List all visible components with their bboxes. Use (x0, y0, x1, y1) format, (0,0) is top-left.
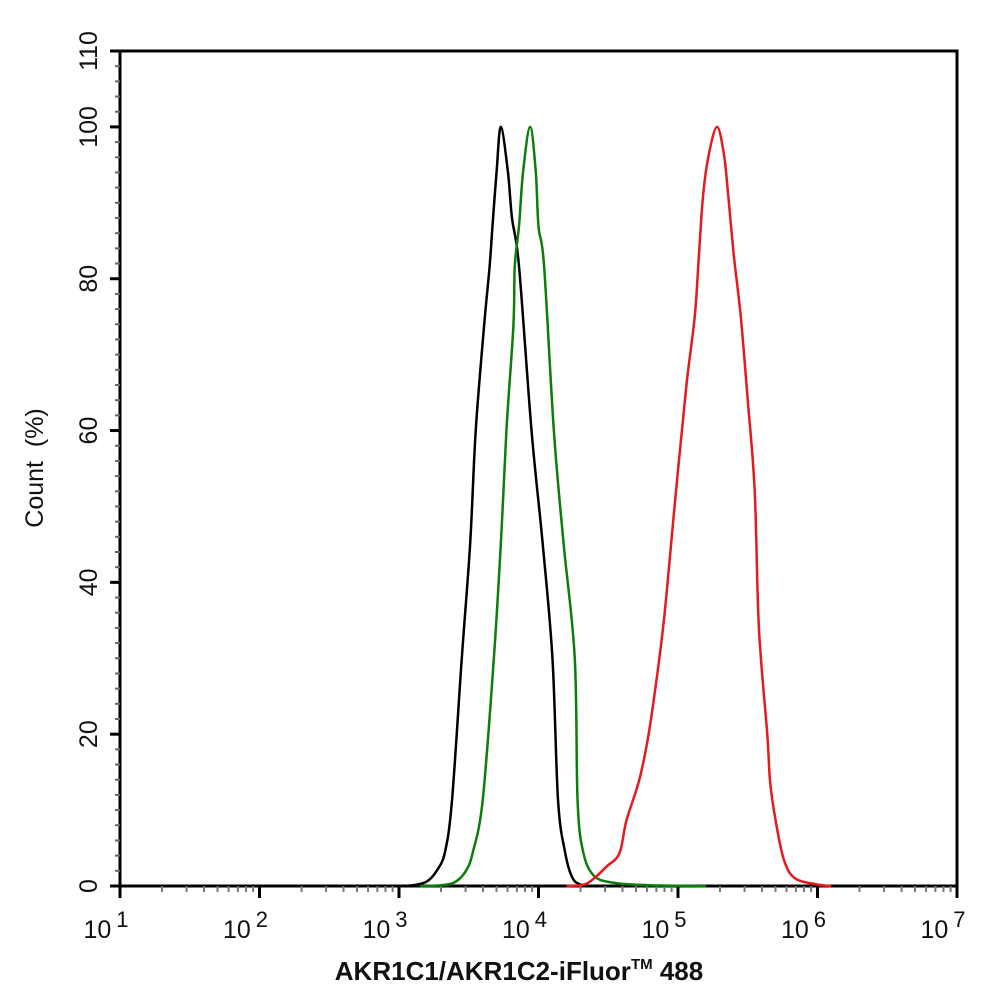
plot-frame (118, 49, 959, 888)
y-axis-ticks (110, 49, 120, 888)
x-tick-label: 10 1 (83, 907, 128, 944)
x-tick-label: 10 5 (641, 907, 686, 944)
y-axis-tick-labels: 0 20 40 60 80 100 110 (75, 31, 103, 893)
histogram-curves (394, 125, 832, 888)
y-tick-label: 0 (75, 879, 103, 893)
x-tick-label: 10 4 (502, 907, 547, 944)
y-axis-title: Count (%) (21, 408, 49, 527)
x-tick-label: 10 2 (223, 907, 268, 944)
y-tick-label: 80 (75, 265, 103, 293)
curve-green (419, 125, 706, 888)
x-axis-title-main: AKR1C1/AKR1C2-iFluor (335, 956, 631, 986)
x-axis-title: AKR1C1/AKR1C2-iFluorTM 488 (335, 956, 703, 986)
curve-black (394, 125, 595, 888)
y-tick-label: 110 (75, 31, 103, 71)
y-tick-label: 40 (75, 568, 103, 596)
x-axis-title-tm: TM (631, 956, 653, 973)
y-tick-label: 60 (75, 417, 103, 445)
y-tick-label: 100 (75, 106, 103, 148)
curve-red (566, 125, 832, 888)
x-tick-label: 10 3 (362, 907, 407, 944)
x-tick-label: 10 6 (781, 907, 826, 944)
x-axis-title-tail: 488 (653, 956, 704, 986)
x-axis-tick-labels: 10 1 10 2 10 3 10 4 10 5 10 6 10 7 (83, 907, 965, 944)
y-tick-label: 20 (75, 720, 103, 748)
plot-area (110, 49, 959, 898)
x-axis-ticks (118, 886, 959, 898)
x-tick-label: 10 7 (920, 907, 965, 944)
